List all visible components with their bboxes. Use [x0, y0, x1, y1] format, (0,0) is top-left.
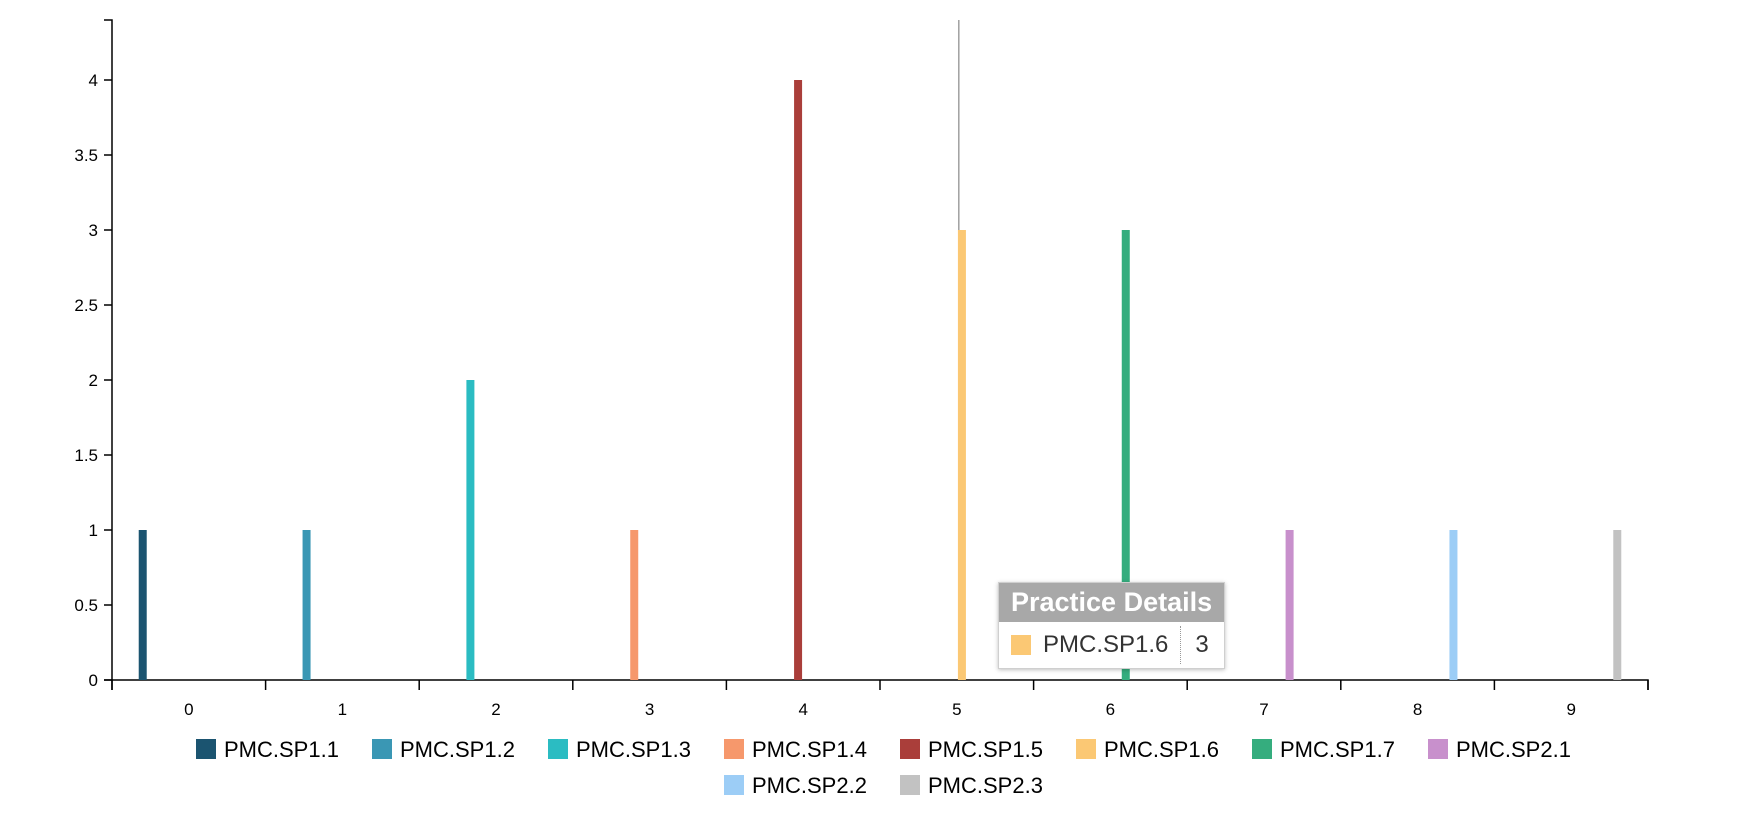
tooltip-value: 3	[1195, 631, 1209, 658]
legend-label[interactable]: PMC.SP2.2	[752, 773, 867, 798]
legend-label[interactable]: PMC.SP2.1	[1456, 737, 1571, 762]
legend-swatch[interactable]	[196, 739, 216, 759]
legend-swatch[interactable]	[548, 739, 568, 759]
y-tick-label: 0.5	[74, 596, 98, 615]
tooltip-swatch	[1011, 635, 1031, 655]
x-tick-label: 7	[1259, 700, 1268, 719]
x-tick-label: 2	[491, 700, 500, 719]
bar[interactable]	[957, 230, 966, 680]
x-tick-label: 9	[1566, 700, 1575, 719]
legend-swatch[interactable]	[724, 775, 744, 795]
legend-swatch[interactable]	[372, 739, 392, 759]
legend-swatch[interactable]	[1428, 739, 1448, 759]
x-tick-label: 0	[184, 700, 193, 719]
bar[interactable]	[1613, 530, 1622, 680]
bar[interactable]	[1285, 530, 1294, 680]
x-tick-label: 1	[338, 700, 347, 719]
legend-swatch[interactable]	[1252, 739, 1272, 759]
y-tick-label: 1	[89, 521, 98, 540]
legend-swatch[interactable]	[900, 739, 920, 759]
tooltip-title: Practice Details	[999, 583, 1225, 622]
y-tick-label: 2.5	[74, 296, 98, 315]
bar[interactable]	[630, 530, 639, 680]
tooltip-series-name: PMC.SP1.6	[1043, 626, 1182, 664]
legend-label[interactable]: PMC.SP1.4	[752, 737, 867, 762]
legend-swatch[interactable]	[900, 775, 920, 795]
legend-swatch[interactable]	[1076, 739, 1096, 759]
bar[interactable]	[794, 80, 803, 680]
legend-label[interactable]: PMC.SP1.6	[1104, 737, 1219, 762]
y-tick-label: 2	[89, 371, 98, 390]
y-tick-label: 0	[89, 671, 98, 690]
bar[interactable]	[302, 530, 311, 680]
legend-label[interactable]: PMC.SP1.2	[400, 737, 515, 762]
y-tick-label: 3	[89, 221, 98, 240]
y-axis	[104, 19, 113, 681]
practice-details-tooltip: Practice Details PMC.SP1.6 3	[998, 582, 1226, 669]
legend-label[interactable]: PMC.SP2.3	[928, 773, 1043, 798]
bar[interactable]	[466, 380, 475, 680]
x-tick-label: 3	[645, 700, 654, 719]
tooltip-row: PMC.SP1.6 3	[999, 622, 1224, 668]
legend-label[interactable]: PMC.SP1.1	[224, 737, 339, 762]
y-tick-label: 1.5	[74, 446, 98, 465]
bar[interactable]	[1449, 530, 1458, 680]
legend-label[interactable]: PMC.SP1.5	[928, 737, 1043, 762]
bar[interactable]	[1121, 230, 1130, 680]
legend-swatch[interactable]	[724, 739, 744, 759]
x-tick-label: 4	[798, 700, 807, 719]
x-tick-label: 8	[1413, 700, 1422, 719]
x-tick-label: 5	[952, 700, 961, 719]
y-tick-label: 4	[89, 71, 98, 90]
bar[interactable]	[138, 530, 147, 680]
x-tick-label: 6	[1106, 700, 1115, 719]
legend-label[interactable]: PMC.SP1.7	[1280, 737, 1395, 762]
legend-label[interactable]: PMC.SP1.3	[576, 737, 691, 762]
y-tick-label: 3.5	[74, 146, 98, 165]
